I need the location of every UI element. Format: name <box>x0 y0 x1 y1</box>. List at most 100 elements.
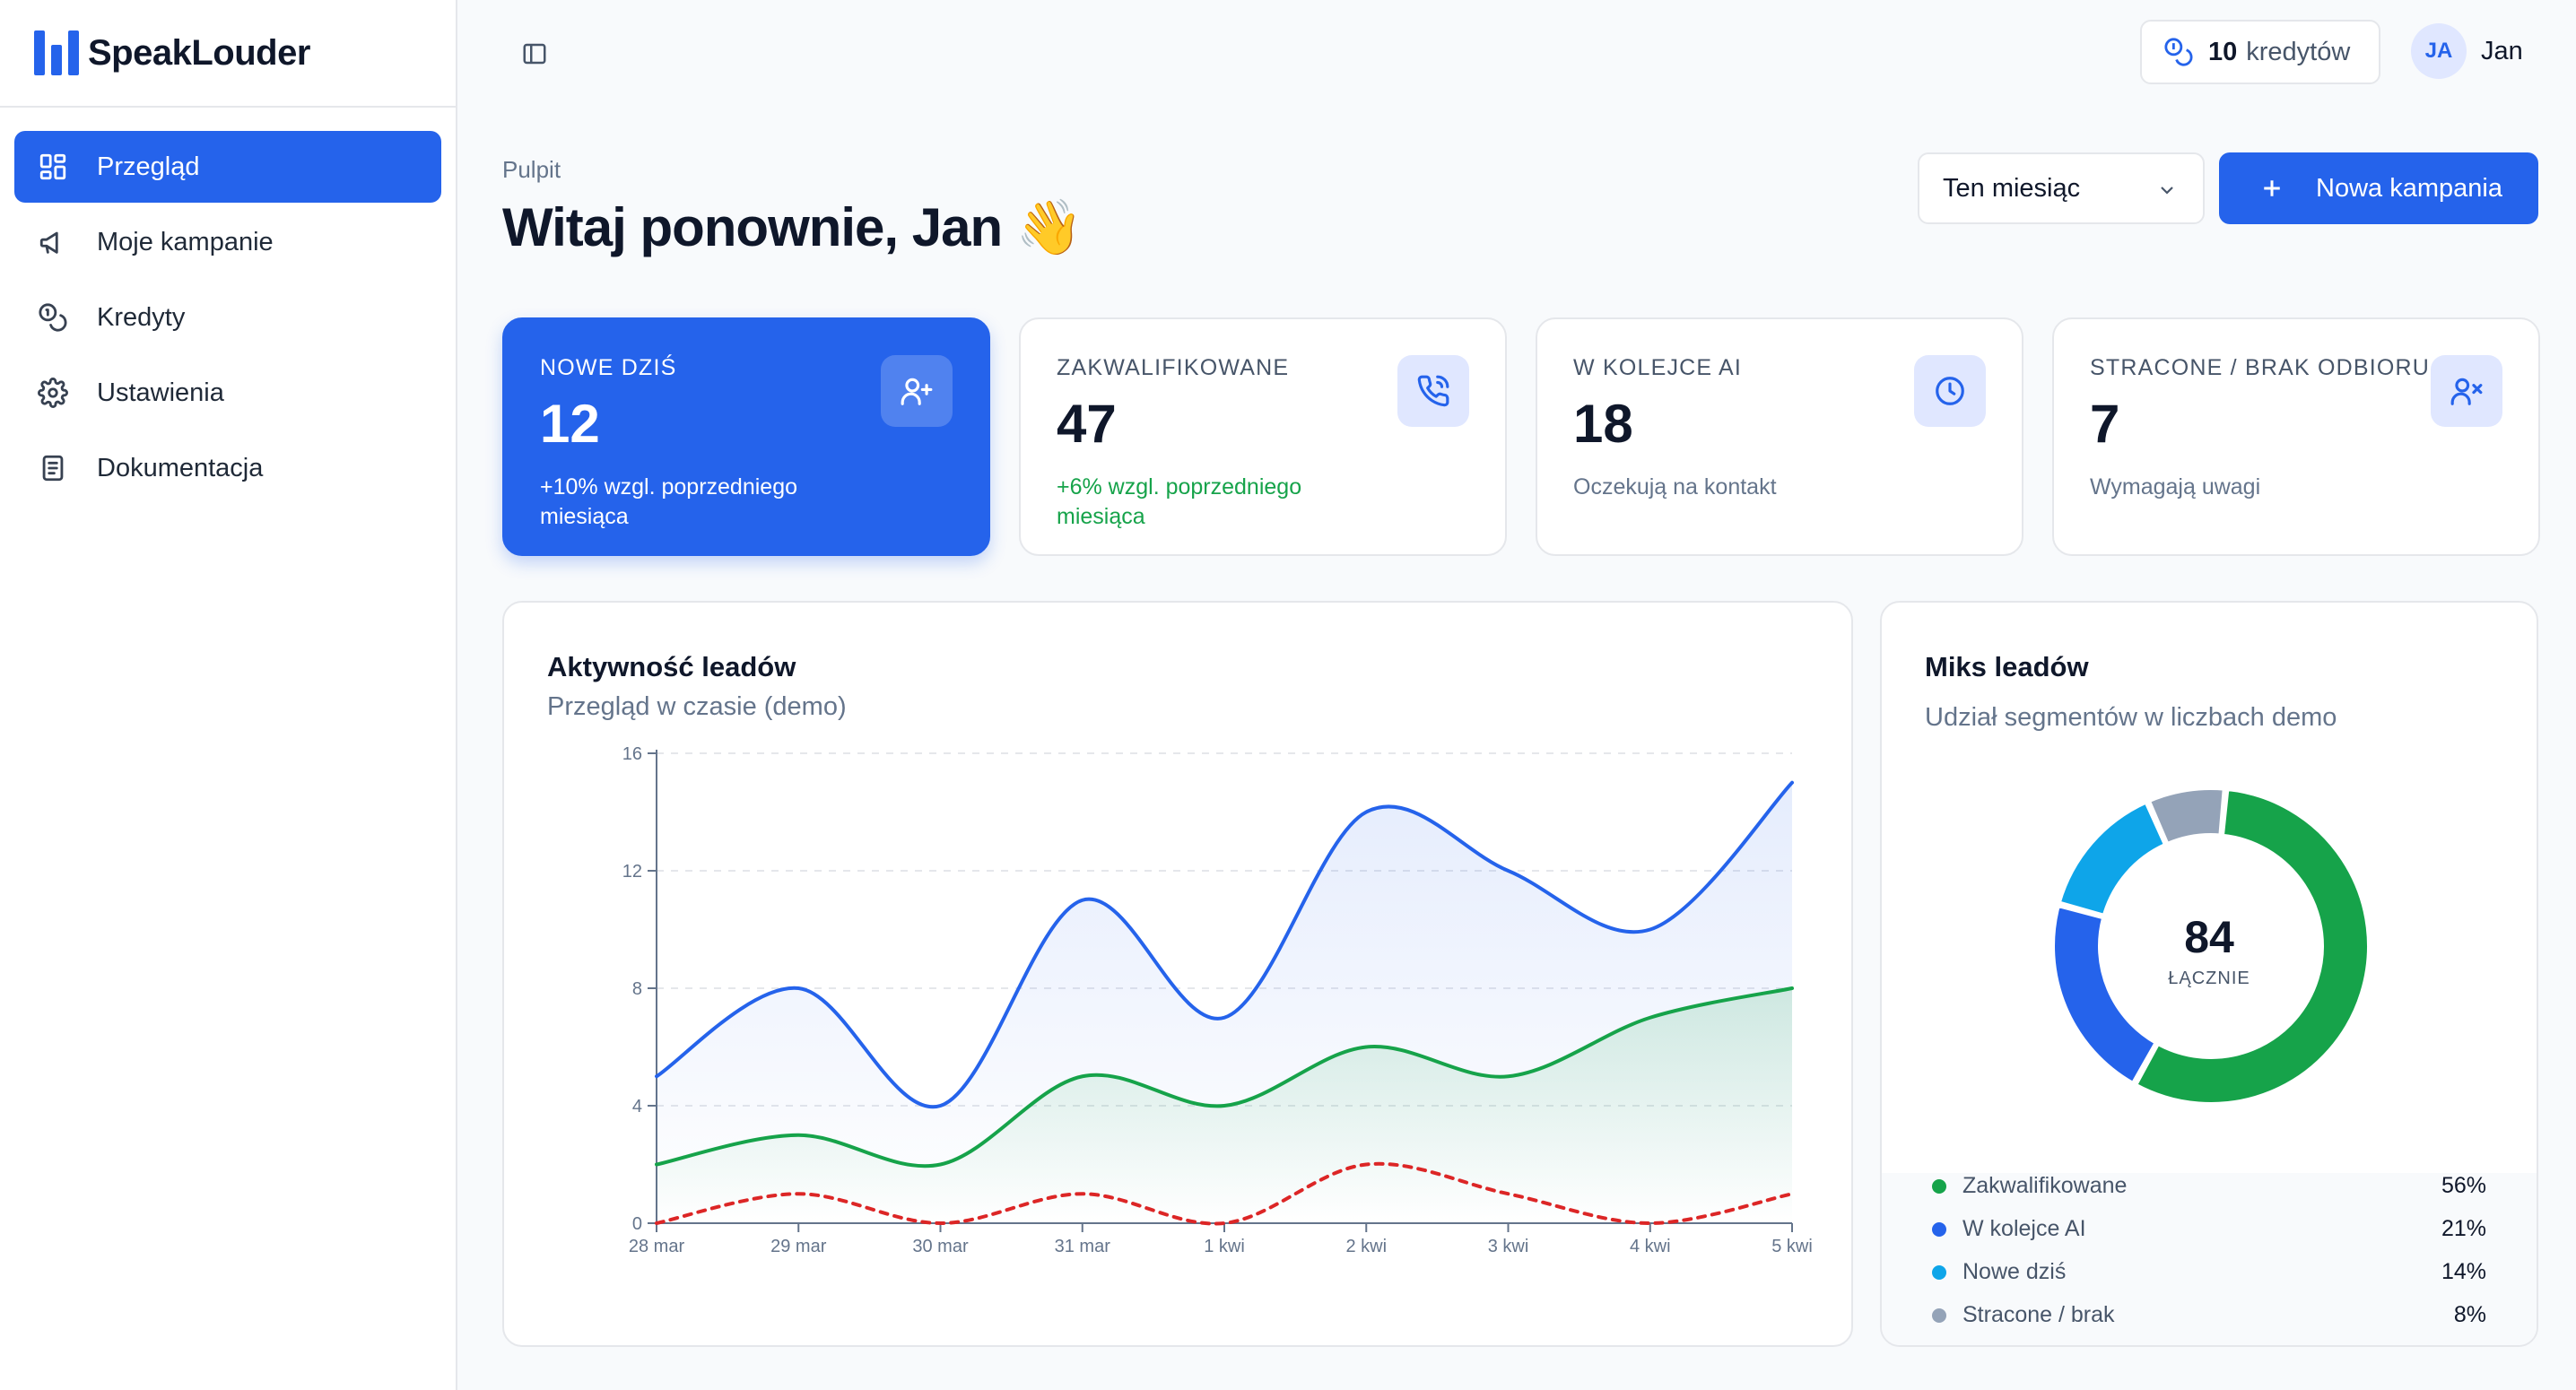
donut-slice-0 <box>2133 786 2371 1106</box>
lead-activity-panel: 0 4 8 12 16 28 mar 29 mar 30 mar 31 mar 1 kwi 2 kw… <box>502 601 1853 1347</box>
x-tick-label: 1 kwi <box>1204 1237 1245 1256</box>
legend-dot <box>1932 1221 1946 1237</box>
stat-label: NOWE DZIŚ <box>540 355 677 380</box>
document-icon <box>42 455 64 482</box>
lead-activity-chart: 0 4 8 12 16 28 mar 29 mar 30 mar 31 mar 1 kwi 2 kw… <box>622 744 1813 1256</box>
legend-item: W kolejce AI 21% <box>1932 1216 2486 1242</box>
brand-name: SpeakLouder <box>88 32 310 73</box>
stat-note: +6% wzgl. poprzedniego miesiąca <box>1057 474 1302 529</box>
legend-label: Zakwalifikowane <box>1962 1173 2128 1198</box>
donut-total-value: 84 <box>2184 912 2234 962</box>
brand[interactable]: SpeakLouder <box>0 0 456 108</box>
sidebar-item-kredyty[interactable]: Kredyty <box>14 282 441 353</box>
credits-label: kredytów <box>2246 37 2351 66</box>
panel-left-icon <box>523 43 546 65</box>
sidebar-item-przeglad[interactable]: Przegląd <box>14 131 441 203</box>
credits-value: 10 <box>2208 37 2238 66</box>
plus-icon <box>2264 180 2280 196</box>
stat-icon-box <box>881 355 953 427</box>
credits-badge[interactable]: 10 kredytów <box>2140 20 2380 84</box>
y-tick-label: 12 <box>622 862 642 882</box>
sidebar-item-dokumentacja[interactable]: Dokumentacja <box>14 432 441 504</box>
legend-pct: 14% <box>2441 1259 2486 1284</box>
legend-pct: 21% <box>2441 1216 2486 1241</box>
legend-label: W kolejce AI <box>1962 1216 2086 1241</box>
donut-slice-1 <box>2051 903 2159 1086</box>
y-tick-label: 16 <box>622 744 642 764</box>
x-tick-label: 31 mar <box>1055 1237 1111 1256</box>
sidebar-item-moje-kampanie[interactable]: Moje kampanie <box>14 206 441 278</box>
y-tick-label: 4 <box>632 1097 642 1116</box>
donut-total-label: ŁĄCZNIE <box>2168 969 2250 988</box>
stat-value: 7 <box>2090 394 2120 454</box>
chevron-down-icon <box>2161 187 2173 195</box>
gear-icon <box>38 378 68 408</box>
legend-label: Stracone / brak <box>1962 1302 2115 1327</box>
mix-title: Miks leadów <box>1925 651 2089 682</box>
donut-slice-3 <box>2146 786 2226 847</box>
avatar: JA <box>2411 23 2467 79</box>
breadcrumb: Pulpit <box>502 156 561 183</box>
legend-label: Nowe dziś <box>1962 1259 2067 1284</box>
stat-label: STRACONE / BRAK ODBIORU <box>2090 355 2431 380</box>
stat-note: +10% wzgl. poprzedniego miesiąca <box>540 474 797 529</box>
legend-dot <box>1932 1264 1946 1280</box>
new-campaign-button[interactable]: Nowa kampania <box>2219 152 2538 224</box>
stat-value: 12 <box>540 394 600 454</box>
new-campaign-label: Nowa kampania <box>2316 173 2502 203</box>
phone-call-icon <box>1417 375 1449 407</box>
legend-item: Zakwalifikowane 56% <box>1932 1173 2486 1199</box>
stat-card-stracone[interactable]: STRACONE / BRAK ODBIORU 7 Wymagają uwagi <box>2052 317 2540 556</box>
legend-pct: 8% <box>2453 1302 2486 1327</box>
sidebar-item-ustawienia[interactable]: Ustawienia <box>14 357 441 429</box>
stat-card-zakwalifikowane[interactable]: ZAKWALIFIKOWANE 47 +6% wzgl. poprzednieg… <box>1019 317 1507 556</box>
stat-card-w-kolejce-ai[interactable]: W KOLEJCE AI 18 Oczekują na kontakt <box>1536 317 2023 556</box>
chart-title: Aktywność leadów <box>547 651 796 682</box>
dashboard-icon <box>39 153 66 180</box>
sidebar-item-label: Kredyty <box>97 302 186 332</box>
x-tick-label: 3 kwi <box>1488 1237 1529 1256</box>
stat-value: 47 <box>1057 394 1117 454</box>
x-tick-label: 2 kwi <box>1345 1237 1387 1256</box>
logo-bars-icon <box>34 30 79 75</box>
lead-mix-donut <box>2051 786 2371 1106</box>
x-tick-label: 28 mar <box>629 1237 685 1256</box>
stat-note: Oczekują na kontakt <box>1573 474 1777 500</box>
period-select[interactable]: Ten miesiąc <box>1918 152 2205 224</box>
lead-mix-panel: Miks leadów Udział segmentów w liczbach … <box>1880 601 2538 1347</box>
user-menu[interactable]: JA Jan <box>2411 23 2523 79</box>
legend-item: Stracone / brak 8% <box>1932 1302 2486 1328</box>
donut-slice-2 <box>2057 799 2168 918</box>
user-plus-icon <box>901 378 933 405</box>
x-tick-label: 5 kwi <box>1771 1237 1813 1256</box>
x-tick-label: 29 mar <box>770 1237 827 1256</box>
user-x-icon <box>2450 378 2483 405</box>
series-line-1 <box>655 986 1794 1168</box>
coins-icon <box>2164 38 2193 66</box>
topbar: 10 kredytów JA Jan <box>459 0 2576 108</box>
x-tick-label: 4 kwi <box>1630 1237 1671 1256</box>
legend-item: Nowe dziś 14% <box>1932 1259 2486 1285</box>
series-line-2 <box>655 1161 1794 1226</box>
stat-note: Wymagają uwagi <box>2090 474 2261 500</box>
sidebar-toggle-button[interactable] <box>517 36 553 72</box>
chart-subtitle: Przegląd w czasie (demo) <box>547 692 847 721</box>
megaphone-icon <box>39 231 58 254</box>
legend-dot <box>1932 1178 1946 1194</box>
mix-legend: Zakwalifikowane 56% W kolejce AI 21% Now… <box>1882 1173 2537 1345</box>
mix-subtitle: Udział segmentów w liczbach demo <box>1925 703 2337 732</box>
sidebar-item-label: Moje kampanie <box>97 227 274 256</box>
coins-icon <box>39 303 67 332</box>
y-tick-label: 8 <box>632 979 642 999</box>
clock-icon <box>1936 377 1964 405</box>
sidebar-item-label: Dokumentacja <box>97 453 264 482</box>
stat-label: ZAKWALIFIKOWANE <box>1057 355 1290 380</box>
sidebar: SpeakLouder Przegląd Moje kampanie Kredy… <box>0 0 457 1390</box>
x-tick-label: 30 mar <box>912 1237 969 1256</box>
stat-icon-box <box>2431 355 2502 427</box>
page-title: Witaj ponownie, Jan 👋 <box>502 197 1083 257</box>
stat-icon-box <box>1914 355 1986 427</box>
stat-card-nowe-dzis[interactable]: NOWE DZIŚ 12 +10% wzgl. poprzedniego mie… <box>502 317 990 556</box>
stat-icon-box <box>1397 355 1469 427</box>
sidebar-item-label: Przegląd <box>97 152 200 181</box>
